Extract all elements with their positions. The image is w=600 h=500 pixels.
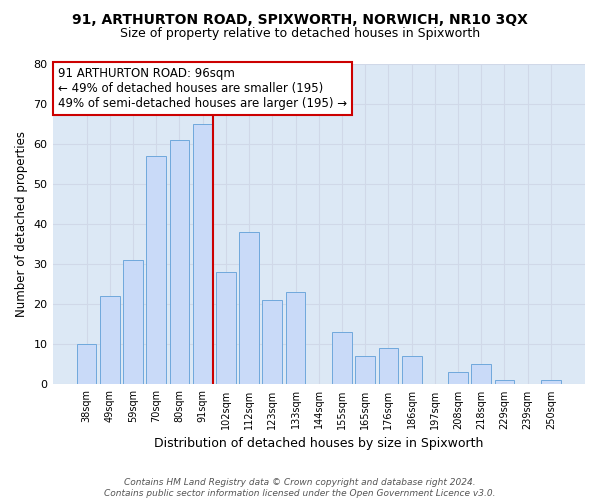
Bar: [494, 380, 514, 384]
Bar: [541, 380, 561, 384]
Bar: [286, 292, 305, 384]
Bar: [100, 296, 119, 384]
Bar: [448, 372, 468, 384]
Bar: [332, 332, 352, 384]
Bar: [472, 364, 491, 384]
Text: 91, ARTHURTON ROAD, SPIXWORTH, NORWICH, NR10 3QX: 91, ARTHURTON ROAD, SPIXWORTH, NORWICH, …: [72, 12, 528, 26]
Text: Size of property relative to detached houses in Spixworth: Size of property relative to detached ho…: [120, 28, 480, 40]
Y-axis label: Number of detached properties: Number of detached properties: [15, 131, 28, 317]
Bar: [123, 260, 143, 384]
Bar: [146, 156, 166, 384]
Bar: [239, 232, 259, 384]
Bar: [379, 348, 398, 384]
Text: 91 ARTHURTON ROAD: 96sqm
← 49% of detached houses are smaller (195)
49% of semi-: 91 ARTHURTON ROAD: 96sqm ← 49% of detach…: [58, 67, 347, 110]
Text: Contains HM Land Registry data © Crown copyright and database right 2024.
Contai: Contains HM Land Registry data © Crown c…: [104, 478, 496, 498]
Bar: [216, 272, 236, 384]
Bar: [193, 124, 212, 384]
Bar: [170, 140, 190, 384]
Bar: [402, 356, 422, 384]
X-axis label: Distribution of detached houses by size in Spixworth: Distribution of detached houses by size …: [154, 437, 484, 450]
Bar: [262, 300, 282, 384]
Bar: [355, 356, 375, 384]
Bar: [77, 344, 97, 385]
